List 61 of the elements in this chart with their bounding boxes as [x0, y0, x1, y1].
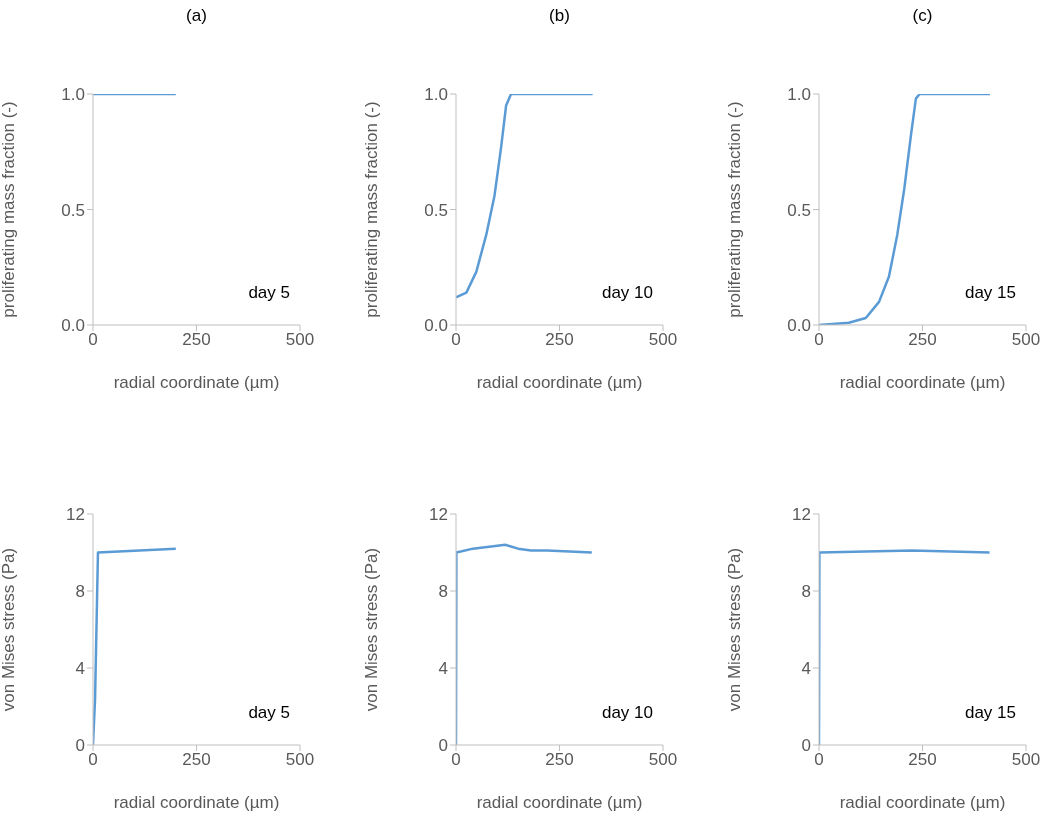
y-tick-label: 8 [801, 582, 811, 602]
y-tick-label: 0.5 [787, 200, 811, 220]
x-axis-title: radial coordinate (µm) [839, 373, 1006, 392]
x-tick-label: 500 [285, 330, 315, 350]
y-tick-label: 8 [75, 582, 85, 602]
x-tick-label: 250 [545, 750, 574, 770]
x-tick-label: 0 [814, 750, 824, 770]
x-axis-title: radial coordinate (µm) [476, 373, 643, 392]
y-axis-title: von Mises stress (Pa) [0, 547, 19, 712]
x-tick-label: 0 [451, 750, 461, 770]
x-tick-label: 500 [648, 750, 678, 770]
y-tick-label: 0.5 [424, 200, 448, 220]
x-axis-title: radial coordinate (µm) [476, 793, 643, 812]
x-tick-label: 0 [88, 750, 98, 770]
annotation: day 10 [600, 703, 653, 723]
annotation: day 15 [963, 283, 1016, 303]
y-tick-label: 4 [801, 659, 811, 679]
y-tick-label: 12 [792, 505, 811, 525]
y-axis-title: von Mises stress (Pa) [725, 547, 745, 712]
y-tick-label: 0.5 [61, 200, 85, 220]
x-axis-title: radial coordinate (µm) [113, 793, 280, 812]
annotation: day 10 [600, 283, 653, 303]
y-tick-label: 0 [75, 736, 85, 756]
y-tick-label: 4 [75, 659, 85, 679]
chart-title: (b) [548, 6, 571, 26]
y-tick-label: 1.0 [787, 85, 811, 105]
annotation: day 5 [247, 703, 290, 723]
y-tick-label: 0.0 [787, 316, 811, 336]
x-tick-label: 500 [285, 750, 315, 770]
x-tick-label: 250 [182, 750, 211, 770]
x-tick-label: 0 [814, 330, 824, 350]
x-axis-title: radial coordinate (µm) [113, 373, 280, 392]
y-tick-label: 0 [438, 736, 448, 756]
y-axis-title: proliferating mass fraction (-) [0, 101, 19, 318]
annotation: day 15 [963, 703, 1016, 723]
y-tick-label: 12 [429, 505, 448, 525]
y-tick-label: 0.0 [61, 316, 85, 336]
y-axis-title: proliferating mass fraction (-) [725, 101, 745, 318]
y-tick-label: 1.0 [61, 85, 85, 105]
x-tick-label: 500 [1011, 330, 1041, 350]
x-tick-label: 250 [182, 330, 211, 350]
x-axis-title: radial coordinate (µm) [839, 793, 1006, 812]
x-tick-label: 250 [545, 330, 574, 350]
line-series [456, 94, 594, 299]
y-tick-label: 8 [438, 582, 448, 602]
chart-title: (c) [911, 6, 934, 26]
x-tick-label: 250 [908, 330, 937, 350]
y-tick-label: 4 [438, 659, 448, 679]
annotation: day 5 [247, 283, 290, 303]
y-tick-label: 0.0 [424, 316, 448, 336]
x-tick-label: 0 [88, 330, 98, 350]
y-tick-label: 12 [66, 505, 85, 525]
x-tick-label: 0 [451, 330, 461, 350]
y-tick-label: 0 [801, 736, 811, 756]
y-axis-title: proliferating mass fraction (-) [362, 101, 382, 318]
y-axis-title: von Mises stress (Pa) [362, 547, 382, 712]
x-tick-label: 250 [908, 750, 937, 770]
x-tick-label: 500 [648, 330, 678, 350]
chart-title: (a) [185, 6, 208, 26]
y-tick-label: 1.0 [424, 85, 448, 105]
x-tick-label: 500 [1011, 750, 1041, 770]
